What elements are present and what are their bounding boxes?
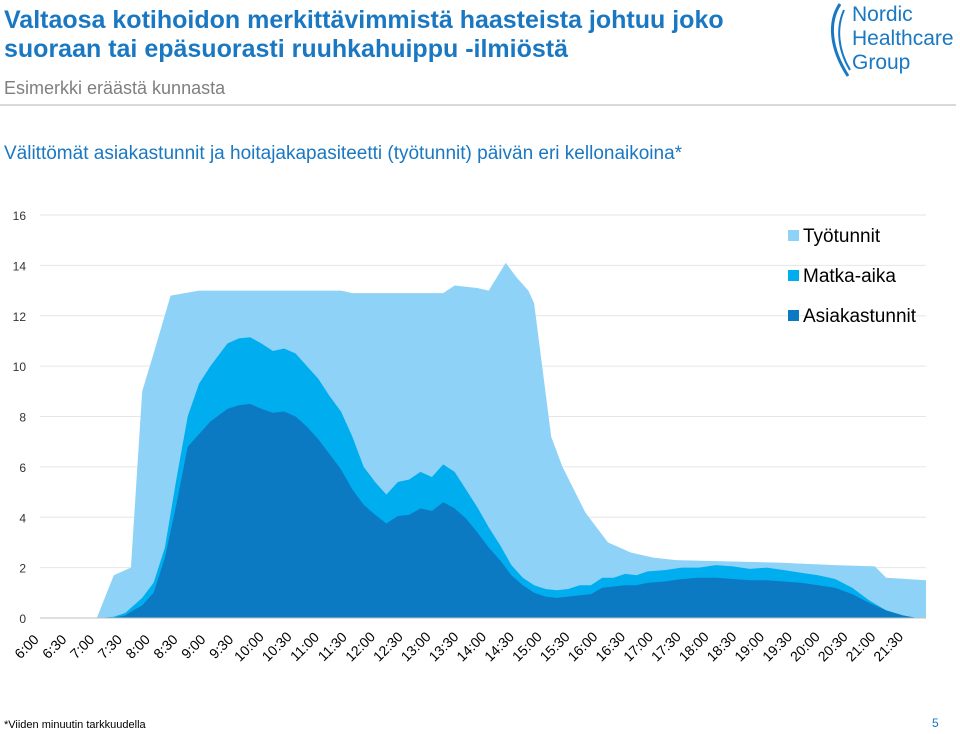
y-tick-label-8: 8 <box>19 411 26 425</box>
page-number: 5 <box>932 716 939 730</box>
x-tick-label: 7:30 <box>95 631 126 662</box>
x-tick-label: 21:00 <box>842 628 878 664</box>
x-tick-label: 12:00 <box>342 628 378 664</box>
legend-label-1: Työtunnit <box>803 226 881 247</box>
logo-line-2: Healthcare <box>852 27 954 50</box>
area-chart: 0 2 4 6 8 10 12 14 16 6:006:307:007:308:008:309:0… <box>11 209 926 665</box>
x-tick-label: 19:00 <box>731 628 767 664</box>
legend-swatch-1 <box>788 230 799 241</box>
x-tick-label: 6:30 <box>39 631 70 662</box>
legend-label-3: Asiakastunnit <box>803 306 917 327</box>
y-tick-label-12: 12 <box>13 310 27 324</box>
x-tick-label: 14:00 <box>453 628 489 664</box>
legend-swatch-3 <box>788 310 799 321</box>
y-tick-label-0: 0 <box>19 612 26 626</box>
x-tick-label: 9:00 <box>178 631 209 662</box>
x-tick-label: 10:00 <box>231 628 267 664</box>
x-tick-label: 19:30 <box>759 628 795 664</box>
x-tick-label: 16:00 <box>564 628 600 664</box>
chart-heading: Välittömät asiakastunnit ja hoitajakapas… <box>4 143 683 164</box>
legend-swatch-2 <box>788 270 799 281</box>
y-tick-label-10: 10 <box>13 360 27 374</box>
header-divider <box>0 104 956 106</box>
x-tick-label: 7:00 <box>67 631 98 662</box>
slide-title-line-1: Valtaosa kotihoidon merkittävimmistä haa… <box>4 6 724 34</box>
x-tick-label: 11:00 <box>287 629 323 665</box>
y-tick-label-14: 14 <box>13 259 27 273</box>
x-tick-label: 17:00 <box>620 628 656 664</box>
y-tick-label-4: 4 <box>19 511 26 525</box>
x-tick-label: 11:30 <box>315 629 351 665</box>
y-tick-label-2: 2 <box>19 562 26 576</box>
logo-line-1: Nordic <box>852 3 913 26</box>
slide-title-line-2: suoraan tai epäsuorasti ruuhkahuippu -il… <box>4 35 568 63</box>
y-tick-label-6: 6 <box>19 461 26 475</box>
legend-label-2: Matka-aika <box>803 266 896 287</box>
x-tick-label: 20:30 <box>815 628 851 664</box>
x-tick-label: 10:30 <box>259 628 295 664</box>
x-tick-label: 6:00 <box>11 631 42 662</box>
x-tick-label: 15:00 <box>509 628 545 664</box>
x-tick-label: 12:30 <box>370 628 406 664</box>
x-tick-label: 16:30 <box>592 628 628 664</box>
x-tick-label: 14:30 <box>481 628 517 664</box>
logo-line-3: Group <box>852 51 911 74</box>
x-tick-label: 20:00 <box>787 628 823 664</box>
x-tick-label: 18:30 <box>703 628 739 664</box>
nordic-healthcare-logo-icon <box>830 3 851 77</box>
x-tick-label: 15:30 <box>537 628 573 664</box>
x-tick-label: 8:30 <box>150 631 181 662</box>
slide-subtitle: Esimerkki eräästä kunnasta <box>4 78 226 98</box>
x-tick-label: 8:00 <box>122 631 153 662</box>
x-tick-label: 9:30 <box>206 631 237 662</box>
slide-title: Valtaosa kotihoidon merkittävimmistä haa… <box>4 6 804 64</box>
x-tick-label: 17:30 <box>648 628 684 664</box>
y-tick-label-16: 16 <box>13 209 27 223</box>
logo-wordmark: Nordic Healthcare Group <box>852 3 954 75</box>
area-series-3 <box>40 403 926 618</box>
x-tick-label: 13:00 <box>398 628 434 664</box>
x-tick-label: 21:30 <box>870 628 906 664</box>
x-tick-label: 13:30 <box>425 628 461 664</box>
footnote: *Viiden minuutin tarkkuudella <box>4 719 146 731</box>
x-tick-label: 18:00 <box>676 628 712 664</box>
